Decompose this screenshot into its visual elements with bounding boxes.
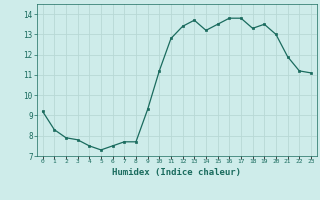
X-axis label: Humidex (Indice chaleur): Humidex (Indice chaleur): [112, 168, 241, 177]
